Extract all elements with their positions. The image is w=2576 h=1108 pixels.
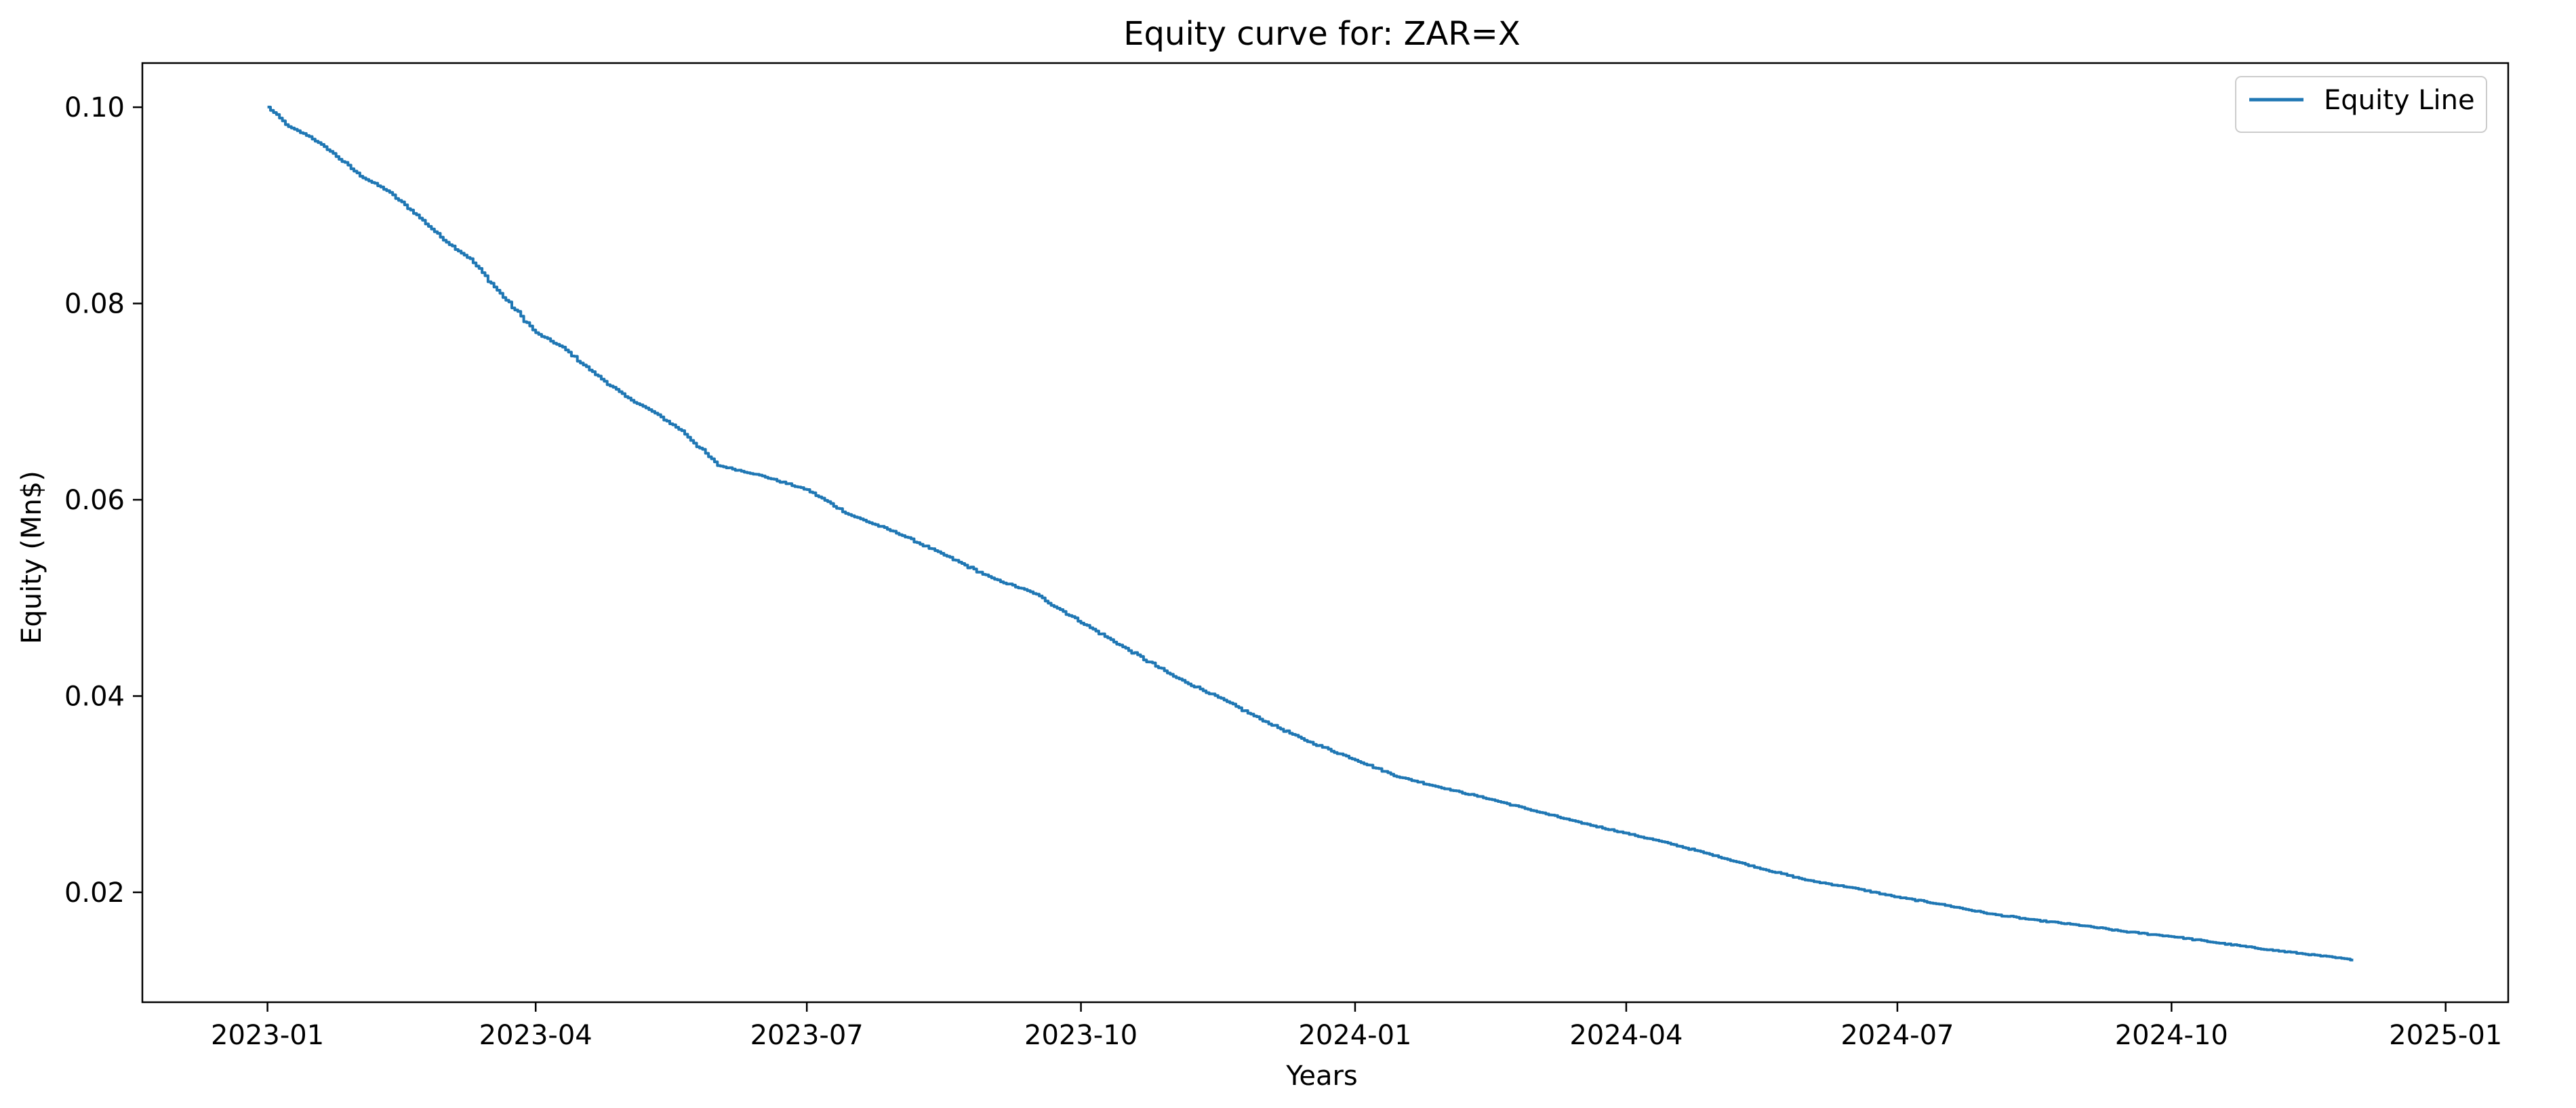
legend: Equity Line [2235,76,2487,133]
x-tick-label: 2023-07 [750,1020,864,1051]
equity-line [267,105,2354,962]
y-tick-label: 0.04 [64,681,125,712]
y-axis: 0.02 0.04 0.06 0.08 0.10 [64,92,142,909]
x-tick-label: 2024-07 [1840,1020,1954,1051]
x-tick-label: 2023-01 [211,1020,324,1051]
y-tick-label: 0.06 [64,485,125,516]
legend-box [2235,76,2487,133]
x-tick-label: 2024-04 [1569,1020,1683,1051]
x-axis-label: Years [1285,1061,1358,1092]
y-axis-label: Equity (Mn$) [16,471,47,644]
x-tick-label: 2023-10 [1024,1020,1138,1051]
x-tick-label: 2024-01 [1298,1020,1411,1051]
x-axis: 2023-01 2023-04 2023-07 2023-10 2024-01 2024-… [211,1002,2502,1051]
legend-label: Equity Line [2324,85,2475,116]
y-tick-label: 0.08 [64,289,125,320]
x-tick-label: 2024-10 [2115,1020,2228,1051]
plot-area [267,105,2354,962]
x-tick-label: 2023-04 [479,1020,592,1051]
x-tick-label: 2025-01 [2389,1020,2502,1051]
chart-title: Equity curve for: ZAR=X [1123,15,1521,53]
y-tick-label: 0.02 [64,877,125,909]
y-tick-label: 0.10 [64,92,125,123]
plot-frame [141,62,2510,1004]
